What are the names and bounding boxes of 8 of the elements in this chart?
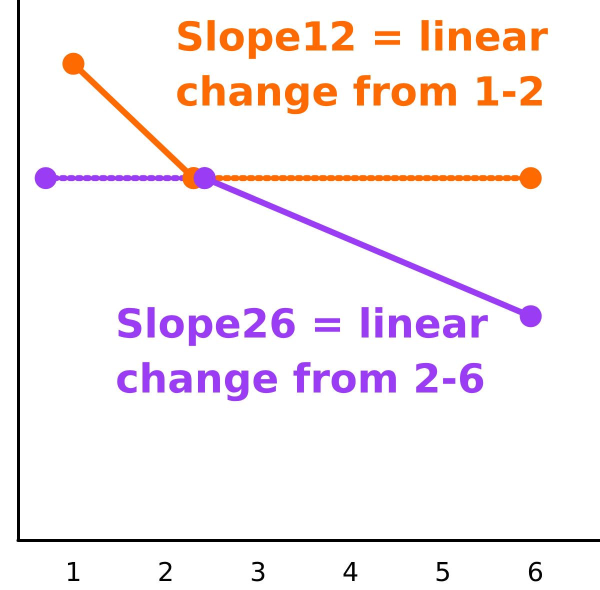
x-tick-label: 6 [527,558,544,588]
x-tick-label: 3 [250,558,266,588]
annotation: Slope12 = linear change from 1-2 [175,14,548,116]
annotation: Slope26 = linear change from 2-6 [115,302,488,402]
x-tick-label: 2 [158,558,174,588]
x-tick-label: 1 [65,558,82,588]
x-tick-label: 5 [434,558,452,588]
x-tick-label: 4 [342,558,359,588]
